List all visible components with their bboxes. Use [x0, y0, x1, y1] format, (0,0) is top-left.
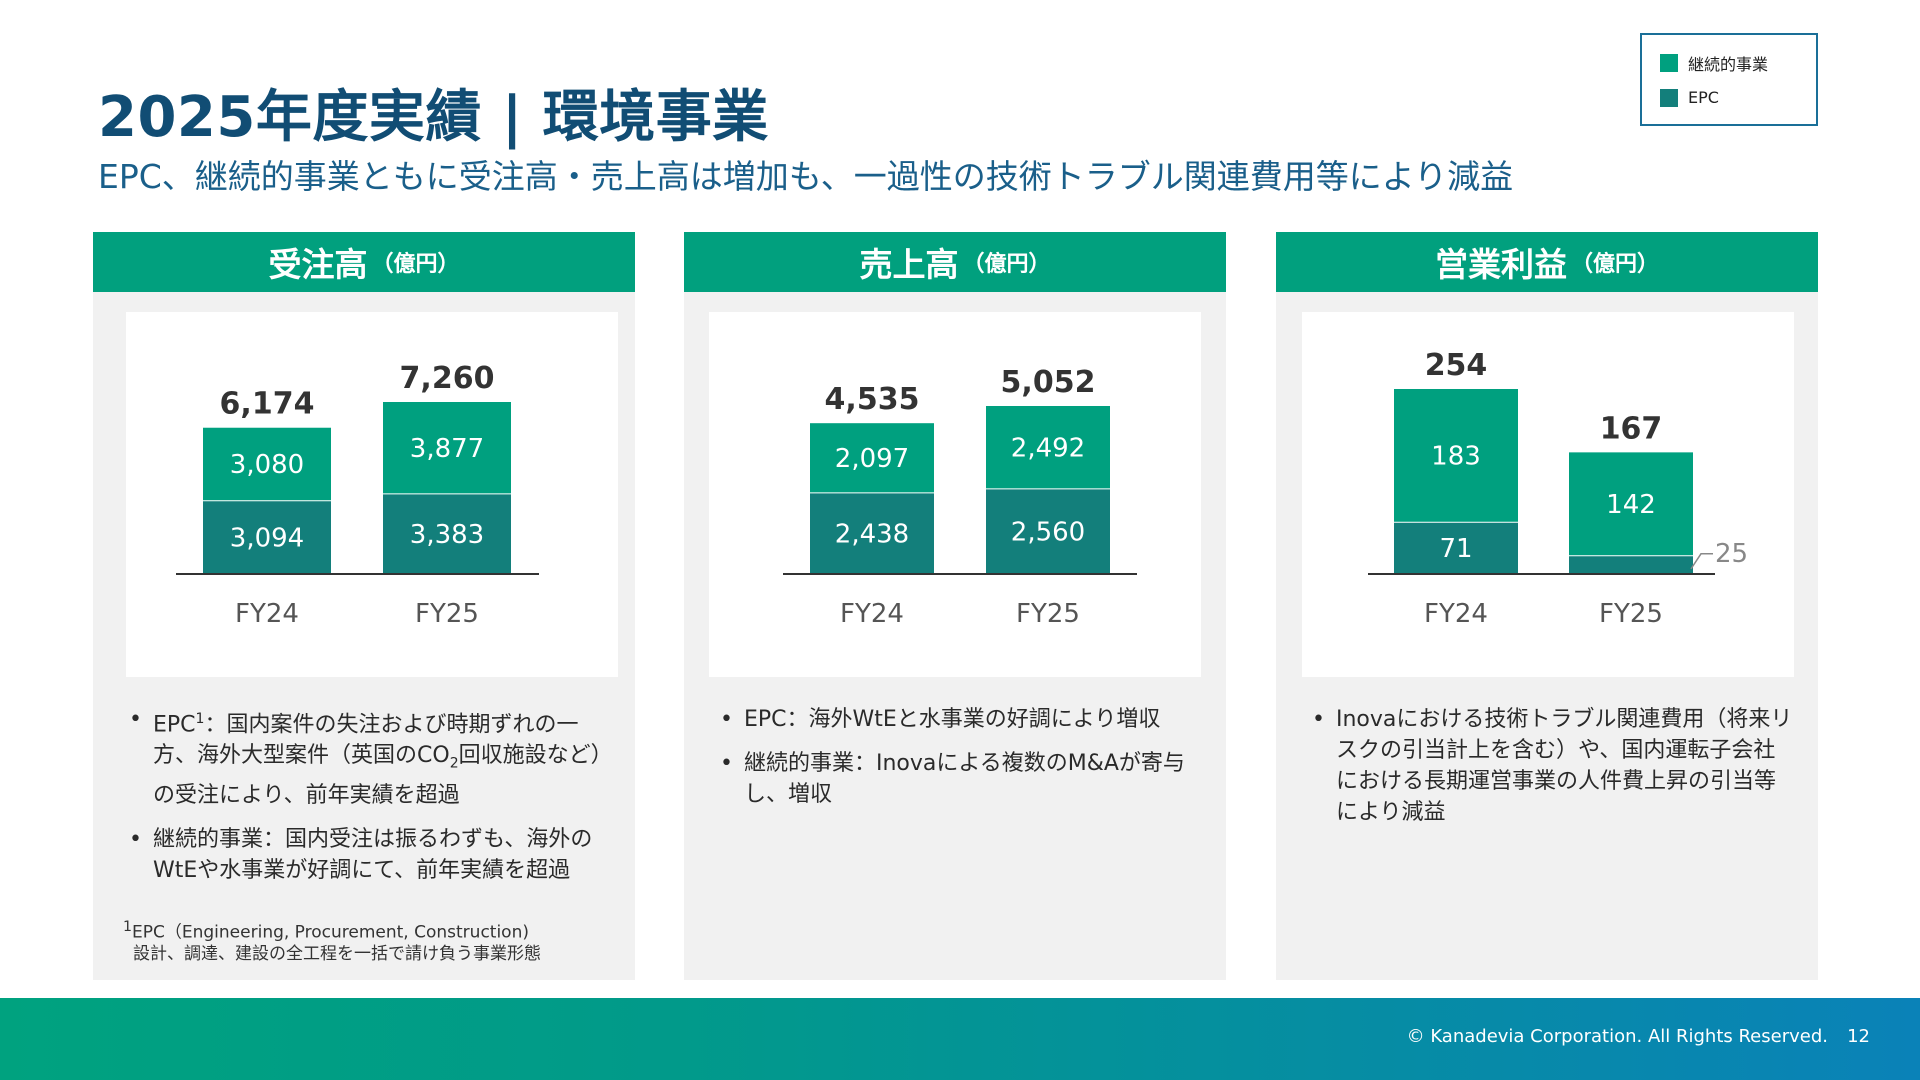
sales-label-epc-fy24: 2,438: [835, 519, 909, 549]
profit-category-fy25: FY25: [1599, 599, 1663, 629]
legend-swatch-epc: [1660, 88, 1678, 107]
profit-label-epc-fy24: 71: [1439, 534, 1472, 564]
legend-label-continuing: 継続的事業: [1688, 55, 1769, 74]
orders-total-fy25: 7,260: [400, 361, 495, 396]
bullets-orders: EPC1：国内案件の失注および時期ずれの一方、海外大型案件（英国のCO2回収施設…: [123, 704, 613, 899]
profit-bar-epc-fy24: [1394, 522, 1518, 574]
orders-label-epc-fy25: 3,383: [410, 520, 484, 550]
bullet-orders-epc-text: ：国内案件の失注および時期ずれの一方、海外大型案件（英国のCO: [153, 712, 579, 769]
footer-bar: [0, 998, 1920, 1080]
chart-box-operating-profit: 71 183 254 FY24 25 142 167 FY25: [1302, 312, 1794, 677]
bullet-orders-epc: EPC1：国内案件の失注および時期ずれの一方、海外大型案件（英国のCO2回収施設…: [123, 704, 613, 811]
bullet-orders-epc-sup: 1: [195, 711, 205, 727]
orders-chart: 3,094 3,080 6,174 FY24 3,383 3,877 7,260 FY25: [176, 361, 539, 629]
orders-label-epc-fy24: 3,094: [230, 523, 304, 553]
panel-orders: 受注高 （億円） 3,094 3,080 6,174 FY24 3,383 3,877 7,…: [93, 232, 635, 980]
page-subtitle: EPC、継続的事業ともに受注高・売上高は増加も、一過性の技術トラブル関連費用等に…: [98, 157, 1514, 196]
profit-label-continuing-fy24: 183: [1431, 442, 1481, 472]
profit-label-epc-fy25: 25: [1715, 539, 1748, 569]
orders-bar-continuing-fy24: [203, 427, 331, 501]
legend-label-epc: EPC: [1688, 88, 1719, 107]
profit-bar-continuing-fy25: [1569, 452, 1693, 556]
profit-bar-epc-fy25: [1569, 555, 1693, 574]
page-number: 12: [1847, 1026, 1870, 1047]
orders-bar-epc-fy25: [383, 493, 511, 574]
chart-box-orders: 3,094 3,080 6,174 FY24 3,383 3,877 7,260 FY25: [126, 312, 618, 677]
footnote-sup: 1: [123, 919, 133, 935]
footnote: 1EPC（Engineering, Procurement, Construct…: [123, 917, 623, 965]
orders-bar-continuing-fy25: [383, 402, 511, 494]
profit-total-fy24: 254: [1425, 348, 1488, 383]
footnote-line2: 設計、調達、建設の全工程を一括で請け負う事業形態: [133, 943, 541, 964]
panel-operating-profit: 営業利益 （億円） 71 183 254 FY24 25 142 167 FY25 Inova…: [1276, 232, 1818, 980]
bullet-orders-continuing: 継続的事業：国内受注は振るわずも、海外のWtEや水事業が好調にて、前年実績を超過: [123, 824, 613, 886]
panel-title-sales: 売上高: [859, 245, 959, 284]
bullet-orders-epc-post: 回収施設など）の受注により、前年実績を超過: [153, 743, 613, 808]
orders-label-continuing-fy25: 3,877: [410, 434, 484, 464]
bullets-operating-profit: Inovaにおける技術トラブル関連費用（将来リスクの引当計上を含む）や、国内運転…: [1306, 704, 1796, 841]
sales-bar-continuing-fy24: [810, 423, 934, 493]
sales-label-continuing-fy24: 2,097: [835, 444, 909, 474]
orders-category-fy24: FY24: [235, 599, 299, 629]
chart-legend: 継続的事業 EPC: [1640, 33, 1818, 126]
sales-bar-epc-fy25: [986, 488, 1110, 574]
profit-label-continuing-fy25: 142: [1606, 490, 1656, 520]
copyright: © Kanadevia Corporation. All Rights Rese…: [1406, 1026, 1828, 1047]
profit-bar-continuing-fy24: [1394, 389, 1518, 523]
sales-category-fy25: FY25: [1016, 599, 1080, 629]
panel-header-orders: 受注高 （億円）: [93, 232, 635, 292]
sales-total-fy24: 4,535: [825, 382, 920, 417]
orders-total-fy24: 6,174: [220, 387, 315, 422]
chart-box-sales: 2,438 2,097 4,535 FY24 2,560 2,492 5,052 FY25: [709, 312, 1201, 677]
bullet-orders-epc-pre: EPC: [153, 712, 196, 738]
panel-header-operating-profit: 営業利益 （億円）: [1276, 232, 1818, 292]
panel-sales: 売上高 （億円） 2,438 2,097 4,535 FY24 2,560 2,492 5,…: [684, 232, 1226, 980]
sales-label-continuing-fy25: 2,492: [1011, 433, 1085, 463]
page-title: 2025年度実績 | 環境事業: [98, 85, 769, 150]
legend-item-continuing: 継続的事業: [1660, 51, 1816, 75]
panel-unit-operating-profit: （億円）: [1570, 252, 1659, 277]
panel-unit-orders: （億円）: [371, 252, 460, 277]
panel-header-sales: 売上高 （億円）: [684, 232, 1226, 292]
orders-bar-epc-fy24: [203, 500, 331, 574]
panel-unit-sales: （億円）: [962, 252, 1051, 277]
footnote-line1: EPC（Engineering, Procurement, Constructi…: [132, 922, 529, 943]
sales-bar-epc-fy24: [810, 492, 934, 574]
bullet-sales-epc: EPC：海外WtEと水事業の好調により増収: [714, 704, 1204, 735]
panel-title-orders: 受注高: [268, 245, 368, 284]
bullet-operating-profit: Inovaにおける技術トラブル関連費用（将来リスクの引当計上を含む）や、国内運転…: [1306, 704, 1796, 828]
sales-total-fy25: 5,052: [1001, 365, 1096, 400]
profit-leader-line-fy25: [1690, 553, 1713, 570]
sales-label-epc-fy25: 2,560: [1011, 517, 1085, 547]
legend-swatch-continuing: [1660, 54, 1678, 72]
legend-item-epc: EPC: [1660, 88, 1816, 107]
profit-category-fy24: FY24: [1424, 599, 1488, 629]
orders-category-fy25: FY25: [415, 599, 479, 629]
bullet-sales-continuing: 継続的事業：Inovaによる複数のM&Aが寄与し、増収: [714, 748, 1204, 810]
profit-total-fy25: 167: [1600, 411, 1663, 446]
sales-category-fy24: FY24: [840, 599, 904, 629]
orders-label-continuing-fy24: 3,080: [230, 450, 304, 480]
panel-title-operating-profit: 営業利益: [1434, 245, 1567, 284]
operating-profit-chart: 71 183 254 FY24 25 142 167 FY25: [1368, 348, 1748, 629]
sales-chart: 2,438 2,097 4,535 FY24 2,560 2,492 5,052 FY25: [783, 365, 1137, 629]
bullet-orders-epc-sub: 2: [449, 755, 459, 772]
sales-bar-continuing-fy25: [986, 406, 1110, 489]
bullets-sales: EPC：海外WtEと水事業の好調により増収 継続的事業：Inovaによる複数のM…: [714, 704, 1204, 823]
